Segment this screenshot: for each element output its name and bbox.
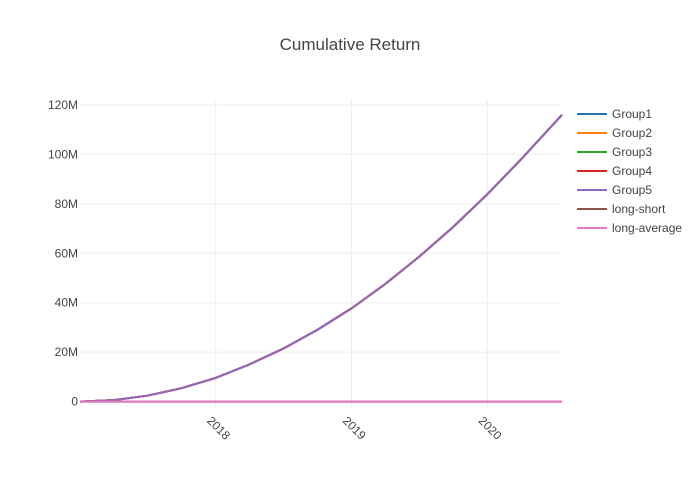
legend-label: long-short [612,202,666,216]
y-tick-label: 0 [71,395,78,409]
legend-item-long-short[interactable]: long-short [577,202,666,216]
legend-item-group1[interactable]: Group1 [577,107,652,121]
legend-item-long-average[interactable]: long-average [577,221,682,235]
y-tick-label: 20M [55,345,78,359]
legend-item-group2[interactable]: Group2 [577,126,652,140]
series-line-group3 [79,114,563,403]
legend-item-group4[interactable]: Group4 [577,164,652,178]
series-lines [79,114,563,403]
series-line-group2 [79,114,563,403]
y-tick-label: 120M [48,98,78,112]
x-axis-ticks: 2018 2019 2020 [204,414,505,443]
x-tick-label: 2019 [340,414,369,443]
grid [80,100,562,409]
legend-label: Group4 [612,164,652,178]
y-tick-label: 100M [48,147,78,161]
legend-item-group5[interactable]: Group5 [577,183,652,197]
legend-label: Group2 [612,126,652,140]
x-tick-label: 2020 [476,414,505,443]
legend-label: long-average [612,221,682,235]
legend-label: Group1 [612,107,652,121]
legend-label: Group3 [612,145,652,159]
x-tick-label: 2018 [204,414,233,443]
series-line-group5 [79,114,563,403]
legend-label: Group5 [612,183,652,197]
y-axis-ticks: 0 20M 40M 60M 80M 100M 120M [48,98,78,409]
legend-item-group3[interactable]: Group3 [577,145,652,159]
y-tick-label: 60M [55,246,78,260]
y-tick-label: 40M [55,296,78,310]
series-line-group4 [79,114,563,403]
y-tick-label: 80M [55,197,78,211]
chart-title: Cumulative Return [280,35,421,54]
legend[interactable]: Group1 Group2 Group3 Group4 Group5 long-short… [577,107,682,235]
series-line-group1 [79,114,563,403]
